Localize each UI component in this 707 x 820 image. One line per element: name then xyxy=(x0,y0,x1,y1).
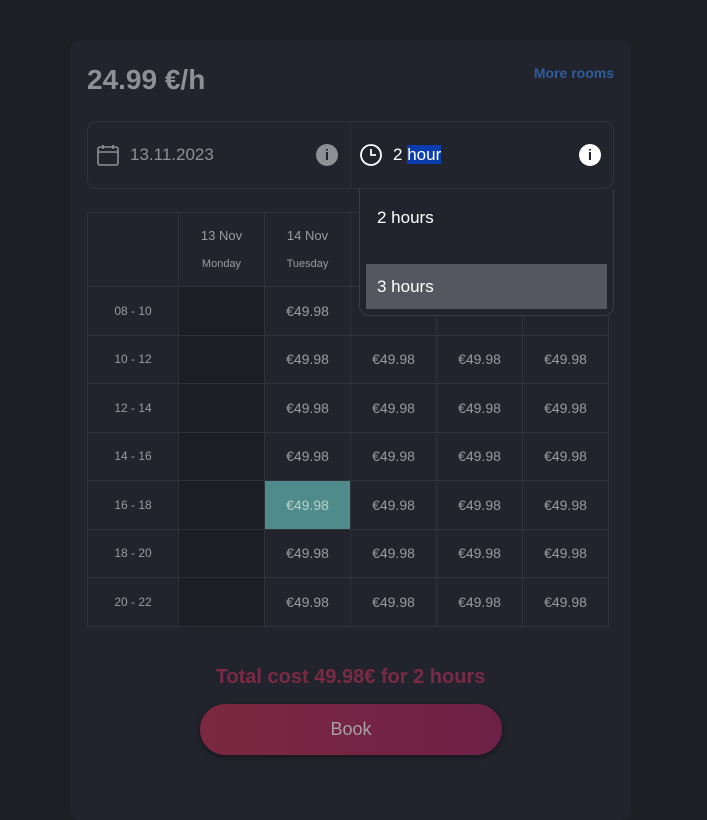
table-row: 12 - 14 €49.98 €49.98 €49.98 €49.98 xyxy=(87,383,609,433)
price-cell[interactable]: €49.98 xyxy=(264,431,351,481)
day-name: Monday xyxy=(201,257,242,270)
day-date: 14 Nov xyxy=(286,227,329,243)
option-2-hours[interactable]: 2 hours xyxy=(377,207,434,227)
unavailable-cell xyxy=(178,528,265,578)
price-cell[interactable]: €49.98 xyxy=(350,383,437,433)
more-rooms-link[interactable]: More rooms xyxy=(533,65,614,81)
day-header: 13 Nov Monday xyxy=(178,212,265,287)
price-cell[interactable]: €49.98 xyxy=(522,334,609,384)
option-3-hours[interactable]: 3 hours xyxy=(366,264,607,309)
unavailable-cell xyxy=(178,286,265,336)
corner-cell xyxy=(87,212,179,287)
price-cell[interactable]: €49.98 xyxy=(350,577,437,627)
price-cell[interactable]: €49.98 xyxy=(264,334,351,384)
day-name: Tuesday xyxy=(286,257,329,270)
duration-info-icon[interactable]: i xyxy=(579,144,601,166)
time-slot-label: 12 - 14 xyxy=(87,383,179,433)
total-cost: Total cost 49.98€ for 2 hours xyxy=(215,666,486,688)
price-cell[interactable]: €49.98 xyxy=(264,577,351,627)
price-cell[interactable]: €49.98 xyxy=(522,528,609,578)
date-info-icon[interactable]: i xyxy=(316,144,338,166)
unavailable-cell xyxy=(178,334,265,384)
table-row: 10 - 12 €49.98 €49.98 €49.98 €49.98 xyxy=(87,334,609,384)
booking-card: 24.99 €/h More rooms 13.11.2023 i 2 hour… xyxy=(70,40,631,820)
table-row: 18 - 20 €49.98 €49.98 €49.98 €49.98 xyxy=(87,528,609,578)
time-slot-label: 14 - 16 xyxy=(87,431,179,481)
price-cell[interactable]: €49.98 xyxy=(350,480,437,530)
day-date: 13 Nov xyxy=(200,227,243,243)
unavailable-cell xyxy=(178,577,265,627)
price-cell[interactable]: €49.98 xyxy=(436,480,523,530)
price-cell[interactable]: €49.98 xyxy=(264,480,351,530)
price-cell[interactable]: €49.98 xyxy=(350,431,437,481)
price-cell[interactable]: €49.98 xyxy=(264,528,351,578)
unavailable-cell xyxy=(178,480,265,530)
price-cell[interactable]: €49.98 xyxy=(522,480,609,530)
price-cell[interactable]: €49.98 xyxy=(522,431,609,481)
date-duration-selector: 13.11.2023 i 2 hour i xyxy=(87,121,614,189)
date-value: 13.11.2023 xyxy=(130,145,214,164)
duration-value: 2 hour xyxy=(393,145,442,164)
time-slot-label: 18 - 20 xyxy=(87,528,179,578)
price-cell[interactable]: €49.98 xyxy=(264,383,351,433)
time-slot-label: 08 - 10 xyxy=(87,286,179,336)
clock-icon xyxy=(360,144,382,166)
table-row: 20 - 22 €49.98 €49.98 €49.98 €49.98 xyxy=(87,577,609,627)
unavailable-cell xyxy=(178,383,265,433)
price-cell[interactable]: €49.98 xyxy=(350,528,437,578)
time-slot-label: 10 - 12 xyxy=(87,334,179,384)
time-slot-label: 16 - 18 xyxy=(87,480,179,530)
time-slot-label: 20 - 22 xyxy=(87,577,179,627)
table-row: 14 - 16 €49.98 €49.98 €49.98 €49.98 xyxy=(87,431,609,481)
price-cell[interactable]: €49.98 xyxy=(522,383,609,433)
book-button[interactable]: Book xyxy=(200,704,502,755)
unavailable-cell xyxy=(178,431,265,481)
price-cell[interactable]: €49.98 xyxy=(350,334,437,384)
price-cell[interactable]: €49.98 xyxy=(436,431,523,481)
date-picker[interactable]: 13.11.2023 i xyxy=(88,122,351,188)
price-cell[interactable]: €49.98 xyxy=(522,577,609,627)
table-row: 16 - 18 €49.98 €49.98 €49.98 €49.98 xyxy=(87,480,609,530)
price-cell[interactable]: €49.98 xyxy=(436,528,523,578)
day-header: 14 Nov Tuesday xyxy=(264,212,351,287)
calendar-icon xyxy=(97,145,119,166)
hourly-price: 24.99 €/h xyxy=(87,64,206,95)
price-cell[interactable]: €49.98 xyxy=(436,334,523,384)
price-cell[interactable]: €49.98 xyxy=(436,383,523,433)
duration-input[interactable]: 2 hour i xyxy=(351,122,613,188)
duration-dropdown: 2 hours 3 hours xyxy=(359,189,614,316)
price-cell[interactable]: €49.98 xyxy=(264,286,351,336)
price-cell[interactable]: €49.98 xyxy=(436,577,523,627)
